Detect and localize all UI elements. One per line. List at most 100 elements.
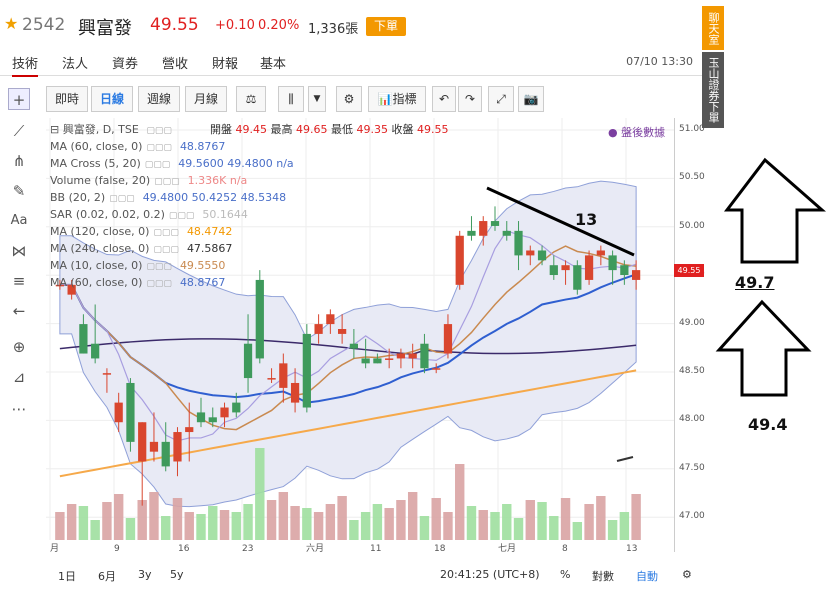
main-tabs: 技術 法人 資券 營收 財報 基本 07/10 13:30 xyxy=(0,48,705,77)
interval-monthly-button[interactable]: 月線 xyxy=(185,86,227,112)
volume-bar xyxy=(525,500,535,540)
tab-revenue[interactable]: 營收 xyxy=(162,57,189,72)
volume-bar xyxy=(196,514,206,540)
undo-icon[interactable]: ↶ xyxy=(432,86,456,112)
date-tick: 8 xyxy=(562,544,568,552)
fork-icon[interactable]: ⋔ xyxy=(12,152,26,170)
interval-daily-button[interactable]: 日線 xyxy=(91,86,133,112)
measure-icon[interactable]: ⊿ xyxy=(12,368,26,386)
candle-body xyxy=(279,363,288,388)
legend-row[interactable]: MA (240, close, 0) ▢▢▢ 47.5867 xyxy=(50,240,490,257)
back-arrow-icon[interactable]: ← xyxy=(12,302,26,320)
tab-margin[interactable]: 資券 xyxy=(112,57,139,72)
legend-row[interactable]: MA Cross (5, 20) ▢▢▢ 49.5600 49.4800 n/a xyxy=(50,155,490,172)
legend-row[interactable]: BB (20, 2) ▢▢▢ 49.4800 50.4252 48.5348 xyxy=(50,189,490,206)
indicator-button[interactable]: 📊指標 xyxy=(368,86,426,112)
date-tick: 9 xyxy=(114,544,120,552)
range-3y[interactable]: 3y xyxy=(138,568,152,581)
legend-row[interactable]: MA (120, close, 0) ▢▢▢ 48.4742 xyxy=(50,223,490,240)
legend-row-controls[interactable]: ▢▢▢ xyxy=(146,279,172,289)
candle-body xyxy=(596,250,605,256)
legend-row-label: MA (60, close, 0) xyxy=(50,140,143,153)
candle-body xyxy=(267,378,276,380)
legend-row-controls[interactable]: ▢▢▢ xyxy=(153,245,179,255)
compare-scale-icon[interactable]: ⚖ xyxy=(236,86,266,112)
legend-row-label: MA (240, close, 0) xyxy=(50,242,150,255)
chevron-down-icon[interactable]: ▼ xyxy=(308,86,326,112)
legend-row[interactable]: MA (10, close, 0) ▢▢▢ 49.5550 xyxy=(50,257,490,274)
brush-icon[interactable]: ✎ xyxy=(12,182,26,200)
range-6m[interactable]: 6月 xyxy=(98,570,116,583)
legend-row-value: 50.1644 xyxy=(202,208,248,221)
date-tick: 13 xyxy=(626,544,637,552)
text-tool-icon[interactable]: Aa xyxy=(10,213,28,228)
crosshair-icon[interactable]: + xyxy=(8,88,30,110)
auto-toggle[interactable]: 自動 xyxy=(636,570,658,583)
legend-row-label: BB (20, 2) xyxy=(50,191,106,204)
order-button[interactable]: 下單 xyxy=(366,17,406,36)
legend-row-controls[interactable]: ▢▢▢ xyxy=(153,228,179,238)
legend-collapse-icon[interactable]: ⊟ xyxy=(50,123,60,136)
candle-body xyxy=(196,412,206,423)
candle-type-icon[interactable]: ⫼ xyxy=(278,86,304,112)
legend-row-controls[interactable]: ▢▢▢ xyxy=(168,211,195,221)
side-panel: 聊天室 玉山證券下單 xyxy=(700,0,728,130)
current-price-tag: 49.55 xyxy=(674,264,704,277)
volume-bar xyxy=(231,512,241,540)
volume-bar xyxy=(90,520,100,540)
volume-bar xyxy=(55,512,65,540)
camera-icon[interactable]: 📷 xyxy=(518,86,544,112)
volume-bar xyxy=(337,496,347,540)
candle-body xyxy=(326,314,335,325)
legend-title-controls[interactable]: ▢▢▢ xyxy=(146,126,172,136)
up-arrow-icon-2 xyxy=(715,299,812,397)
fullscreen-icon[interactable]: ⤢ xyxy=(488,86,514,112)
volume-bar xyxy=(325,504,336,540)
more-icon[interactable]: ⋯ xyxy=(11,400,27,418)
volume-bar xyxy=(66,504,77,540)
trend-line-icon[interactable]: ⟋ xyxy=(13,122,25,140)
zoom-icon[interactable]: ⊕ xyxy=(12,338,26,356)
interval-realtime-button[interactable]: 即時 xyxy=(46,86,88,112)
legend-row[interactable]: SAR (0.02, 0.02, 0.2) ▢▢▢ 50.1644 xyxy=(50,206,490,223)
legend-row[interactable]: Volume (false, 20) ▢▢▢ 1.336K n/a xyxy=(50,172,490,189)
clock-time: 20:41:25 (UTC+8) xyxy=(440,568,540,581)
volume-bar xyxy=(478,510,488,540)
legend-row-controls[interactable]: ▢▢▢ xyxy=(144,160,171,170)
interval-weekly-button[interactable]: 週線 xyxy=(138,86,180,112)
legend-row-controls[interactable]: ▢▢▢ xyxy=(109,194,135,204)
chat-room-button[interactable]: 聊天室 xyxy=(702,6,724,50)
settings-gear-icon[interactable]: ⚙ xyxy=(682,568,692,581)
volume-bar xyxy=(313,512,324,540)
tab-institutional[interactable]: 法人 xyxy=(62,57,89,72)
range-1d[interactable]: 1日 xyxy=(58,570,76,583)
pattern-icon[interactable]: ⋈ xyxy=(11,242,27,260)
legend-row-controls[interactable]: ▢▢▢ xyxy=(146,143,172,153)
volume-bar xyxy=(290,506,300,540)
range-5y[interactable]: 5y xyxy=(170,568,184,581)
tab-financials[interactable]: 財報 xyxy=(212,57,239,72)
favorite-star-icon[interactable]: ★ xyxy=(4,14,19,33)
candle-body xyxy=(432,368,441,370)
legend-row-value: 48.4742 xyxy=(186,225,233,238)
tab-technical[interactable]: 技術 xyxy=(12,53,39,77)
gear-icon[interactable]: ⚙ xyxy=(336,86,362,112)
volume-bar xyxy=(396,500,406,540)
tab-basic[interactable]: 基本 xyxy=(260,57,287,72)
high-value: 49.65 xyxy=(296,123,328,136)
candle-body xyxy=(114,402,123,423)
candle-body xyxy=(490,221,500,226)
fib-icon[interactable]: ≡ xyxy=(12,272,26,290)
legend-row[interactable]: MA (60, close, 0) ▢▢▢ 48.8767 xyxy=(50,274,490,291)
legend-title-row: ⊟ 興富發, D, TSE ▢▢▢ 開盤 49.45 最高 49.65 最低 4… xyxy=(50,121,490,138)
legend-row-controls[interactable]: ▢▢▢ xyxy=(146,262,172,272)
percent-toggle[interactable]: % xyxy=(560,568,571,581)
after-hours-link[interactable]: ● 盤後數據 xyxy=(608,126,666,139)
volume-bar xyxy=(372,504,383,540)
log-toggle[interactable]: 對數 xyxy=(592,570,614,583)
date-tick: 18 xyxy=(434,544,446,552)
legend-row-controls[interactable]: ▢▢▢ xyxy=(154,177,180,187)
legend-row[interactable]: MA (60, close, 0) ▢▢▢ 48.8767 xyxy=(50,138,490,155)
redo-icon[interactable]: ↷ xyxy=(458,86,482,112)
broker-order-button[interactable]: 玉山證券下單 xyxy=(702,52,724,128)
